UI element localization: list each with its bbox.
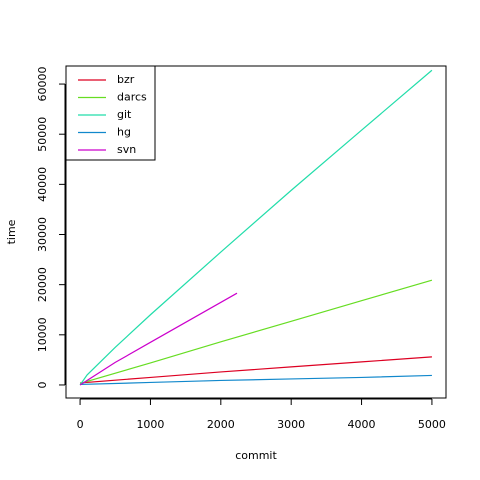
legend-label: svn — [117, 143, 136, 156]
legend-label: git — [117, 108, 132, 121]
y-tick-label: 0 — [36, 381, 49, 388]
legend-label: hg — [117, 126, 131, 139]
series-line — [79, 292, 238, 386]
y-tick-label: 30000 — [36, 217, 49, 252]
series-line — [80, 356, 432, 384]
y-tick-label: 50000 — [36, 117, 49, 152]
y-tick-label: 40000 — [36, 167, 49, 202]
x-tick-label: 2000 — [207, 418, 235, 431]
y-tick-label: 60000 — [36, 67, 49, 102]
x-tick-label: 5000 — [418, 418, 446, 431]
legend-box — [65, 65, 156, 161]
x-tick-label: 3000 — [277, 418, 305, 431]
x-tick-label: 0 — [77, 418, 84, 431]
y-axis-label: time — [5, 219, 18, 244]
y-tick-label: 10000 — [36, 317, 49, 352]
legend-label: bzr — [117, 73, 135, 86]
series-line — [79, 69, 433, 386]
x-axis-label: commit — [235, 449, 277, 462]
legend-label: darcs — [117, 91, 147, 104]
series-line — [80, 374, 432, 386]
y-tick-label: 20000 — [36, 267, 49, 302]
x-tick-label: 1000 — [136, 418, 164, 431]
plot-box — [65, 65, 447, 399]
x-tick-label: 4000 — [348, 418, 376, 431]
series-line — [79, 279, 433, 385]
